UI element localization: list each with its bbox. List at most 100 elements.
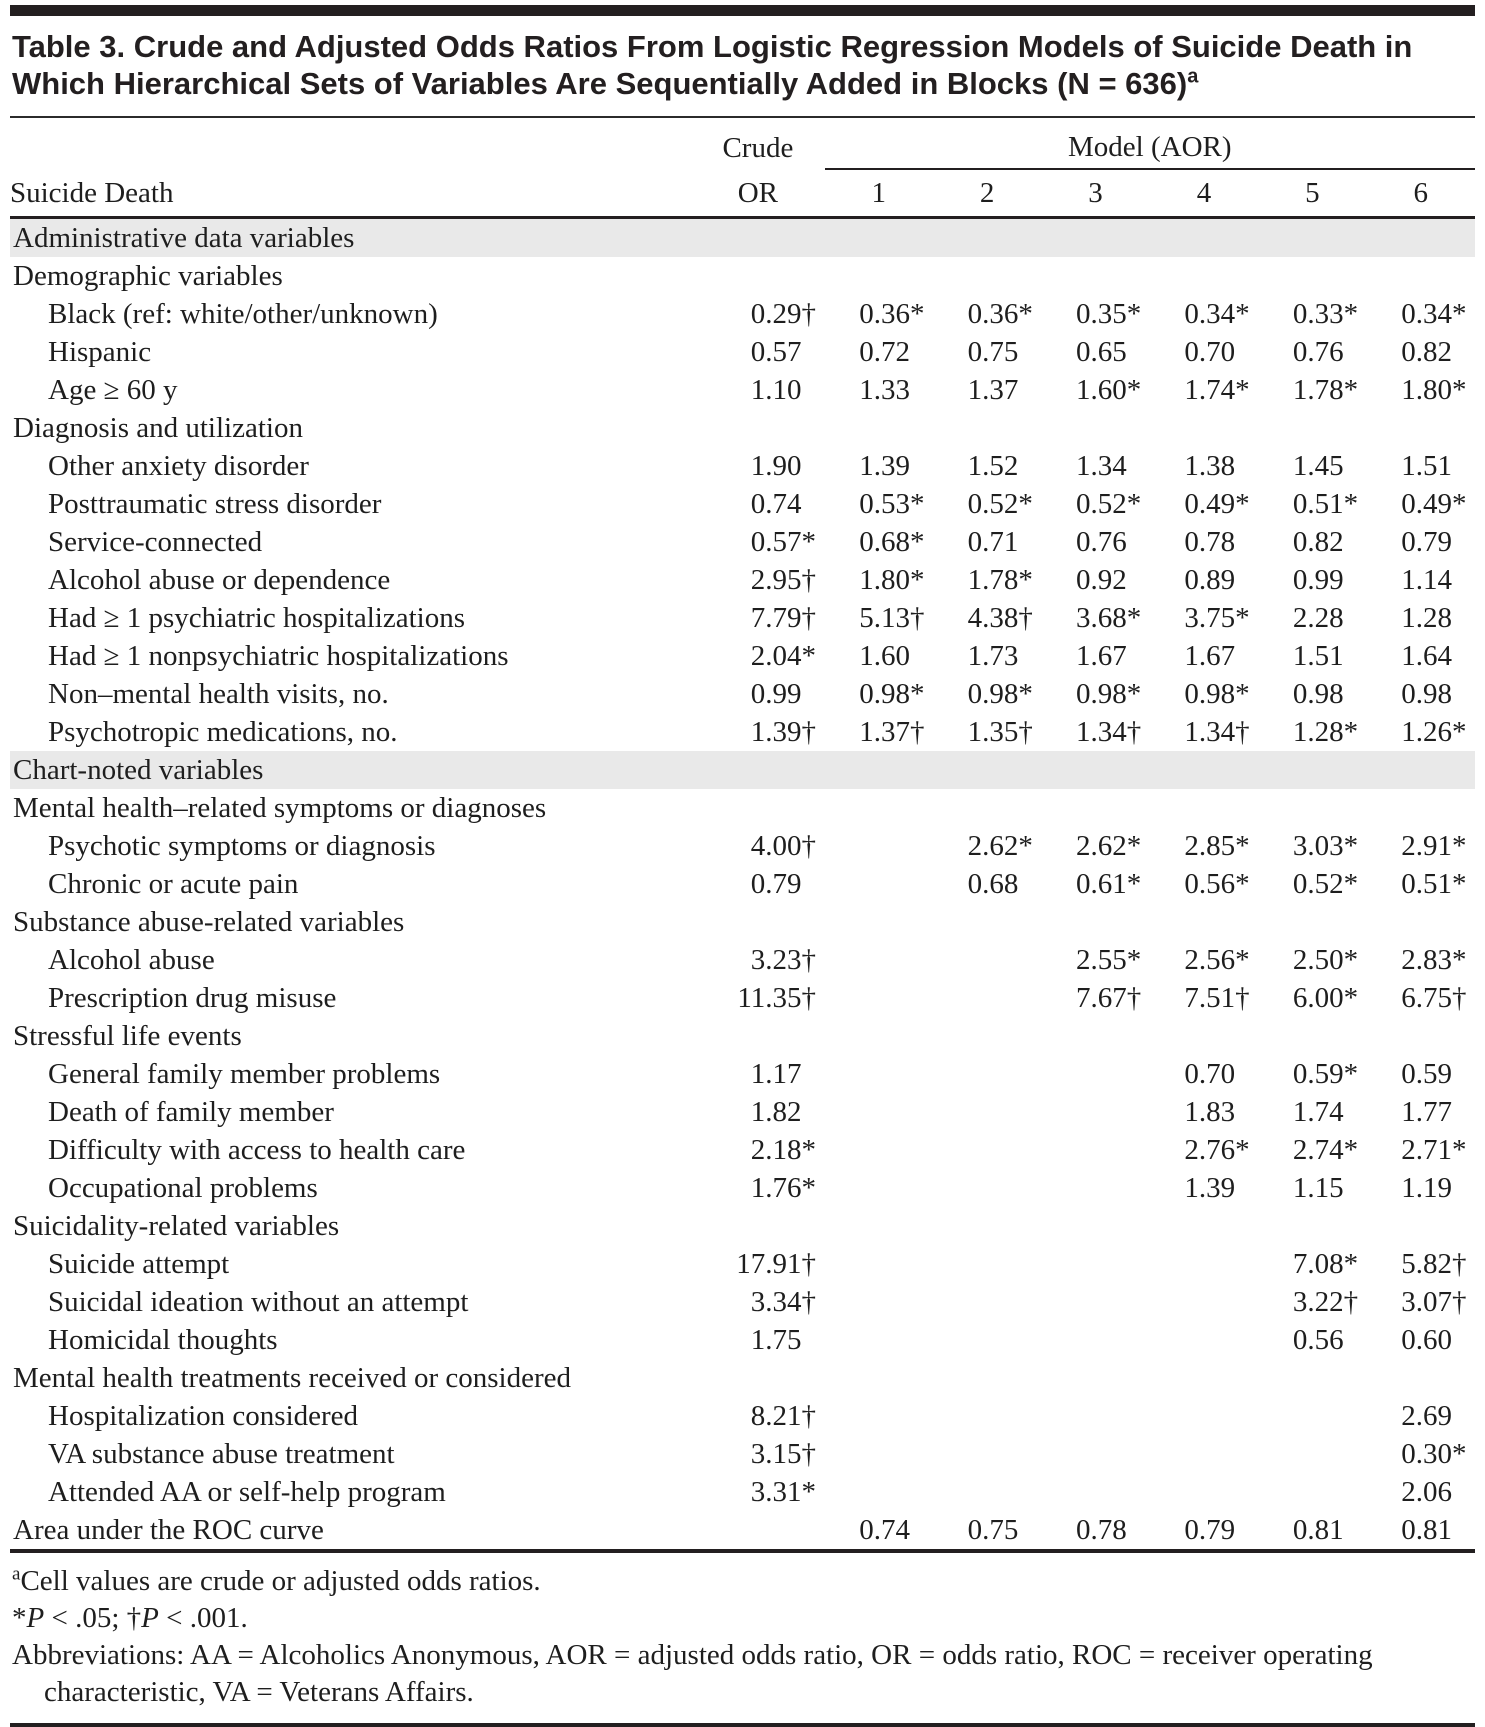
- value-cell: 0.34*: [1367, 295, 1475, 333]
- value-cell: 2.69: [1367, 1397, 1475, 1435]
- value-cell: [1258, 1473, 1366, 1511]
- significance-marker: *: [1126, 487, 1142, 520]
- value-cell: 1.38: [1150, 447, 1258, 485]
- significance-marker: *: [1343, 297, 1359, 330]
- odds-ratio-value: 0.60: [1401, 1323, 1452, 1356]
- significance-marker: *: [1235, 829, 1250, 862]
- odds-ratio-value: 1.39: [1184, 1171, 1236, 1204]
- significance-marker: *: [1126, 829, 1142, 862]
- value-cell: 1.34: [1041, 447, 1149, 485]
- row-label: Prescription drug misuse: [48, 981, 337, 1014]
- table-row: Age ≥ 60 y 1.10 1.33 1.37 1.60* 1.74* 1.78* 1.8…: [10, 371, 1475, 409]
- significance-marker: †: [909, 715, 925, 748]
- value-cell: 1.73: [933, 637, 1041, 675]
- value-cell: 1.60*: [1041, 371, 1149, 409]
- odds-ratio-value: 5.82: [1401, 1247, 1452, 1280]
- significance-marker: *: [1343, 943, 1359, 976]
- odds-ratio-value: 2.83: [1401, 943, 1452, 976]
- value-cell: [825, 865, 933, 903]
- value-cell: 1.15: [1258, 1169, 1366, 1207]
- odds-ratio-value: 1.26: [1401, 715, 1452, 748]
- value-cell: 0.68: [933, 865, 1041, 903]
- value-cell: [1150, 1321, 1258, 1359]
- odds-ratio-value: 1.74: [1184, 373, 1236, 406]
- odds-ratio-value: 0.70: [1184, 1057, 1236, 1090]
- value-cell: [933, 1435, 1041, 1473]
- crude-or-header-line2: OR: [691, 169, 825, 219]
- value-cell: 0.49*: [1367, 485, 1475, 523]
- value-cell: [1041, 1321, 1149, 1359]
- value-cell: 0.79: [691, 865, 824, 903]
- significance-marker: *: [1452, 373, 1467, 406]
- odds-ratio-value: 2.74: [1292, 1133, 1344, 1166]
- value-cell: [1258, 1397, 1366, 1435]
- value-cell: [933, 1473, 1041, 1511]
- odds-ratio-value: 0.65: [1076, 335, 1127, 368]
- value-cell: 0.79: [1150, 1511, 1258, 1551]
- value-cell: 0.59: [1367, 1055, 1475, 1093]
- section-band-label: Administrative data variables: [10, 217, 1475, 257]
- row-label: Black (ref: white/other/unknown): [48, 297, 438, 330]
- row-label: VA substance abuse treatment: [48, 1437, 395, 1470]
- odds-ratio-value: 3.75: [1184, 601, 1236, 634]
- odds-ratio-value: 1.38: [1184, 449, 1236, 482]
- value-cell: 1.83: [1150, 1093, 1258, 1131]
- odds-ratio-value: 5.13: [859, 601, 910, 634]
- value-cell: 0.35*: [1041, 295, 1149, 333]
- value-cell: 5.82†: [1367, 1245, 1475, 1283]
- subsection-header-row: Diagnosis and utilization: [10, 409, 1475, 447]
- value-cell: 1.35†: [933, 713, 1041, 751]
- significance-marker: *: [801, 525, 817, 558]
- value-cell: [933, 1397, 1041, 1435]
- value-cell: [1041, 1283, 1149, 1321]
- subsection-header-row: Substance abuse-related variables: [10, 903, 1475, 941]
- value-cell: 0.52*: [1041, 485, 1149, 523]
- row-label: Suicidal ideation without an attempt: [48, 1285, 469, 1318]
- subsection-label: Stressful life events: [13, 1019, 242, 1052]
- odds-ratio-value: 0.76: [1076, 525, 1127, 558]
- odds-ratio-value: 2.85: [1184, 829, 1236, 862]
- odds-ratio-value: 1.37: [967, 373, 1019, 406]
- value-cell: 4.38†: [933, 599, 1041, 637]
- odds-ratio-value: 1.80: [1401, 373, 1452, 406]
- value-cell: 1.74: [1258, 1093, 1366, 1131]
- significance-marker: *: [1235, 297, 1250, 330]
- odds-ratio-value: 1.80: [859, 563, 910, 596]
- odds-ratio-value: 1.45: [1292, 449, 1344, 482]
- significance-marker: *: [909, 525, 925, 558]
- subsection-header-row: Mental health–related symptoms or diagno…: [10, 789, 1475, 827]
- value-cell: 7.67†: [1041, 979, 1149, 1017]
- value-cell: [1041, 1245, 1149, 1283]
- table-row: Hispanic 0.57 0.72 0.75 0.65 0.70 0.76 0.82: [10, 333, 1475, 371]
- subsection-label: Mental health treatments received or con…: [13, 1361, 572, 1394]
- odds-ratio-value: 1.82: [750, 1095, 802, 1128]
- odds-ratio-value: 1.76: [750, 1171, 802, 1204]
- value-cell: 0.33*: [1258, 295, 1366, 333]
- odds-ratio-value: 1.14: [1401, 563, 1452, 596]
- table-row: Death of family member 1.82 1.83 1.74 1.77: [10, 1093, 1475, 1131]
- odds-ratio-value: 1.34: [1076, 715, 1127, 748]
- significance-marker: †: [801, 981, 817, 1014]
- value-cell: 1.34†: [1041, 713, 1149, 751]
- odds-ratio-value: 1.51: [1401, 449, 1452, 482]
- value-cell: 1.77: [1367, 1093, 1475, 1131]
- value-cell: 0.68*: [825, 523, 933, 561]
- value-cell: [825, 979, 933, 1017]
- value-cell: 3.03*: [1258, 827, 1366, 865]
- table-title-text: Table 3. Crude and Adjusted Odds Ratios …: [12, 29, 1413, 101]
- value-cell: 2.18*: [691, 1131, 824, 1169]
- odds-ratio-value: 0.78: [1184, 525, 1236, 558]
- odds-ratio-value: 2.91: [1401, 829, 1452, 862]
- odds-ratio-value: 0.49: [1184, 487, 1236, 520]
- row-label: Occupational problems: [48, 1171, 318, 1204]
- significance-marker: *: [1126, 677, 1142, 710]
- header-group-row: Crude Model (AOR): [10, 118, 1475, 170]
- value-cell: [933, 1131, 1041, 1169]
- odds-ratio-value: 2.18: [750, 1133, 802, 1166]
- value-cell: 8.21†: [691, 1397, 824, 1435]
- value-cell: [1041, 1169, 1149, 1207]
- value-cell: [825, 1093, 933, 1131]
- row-label: Psychotropic medications, no.: [48, 715, 398, 748]
- significance-marker: *: [1018, 297, 1033, 330]
- value-cell: 0.81: [1367, 1511, 1475, 1551]
